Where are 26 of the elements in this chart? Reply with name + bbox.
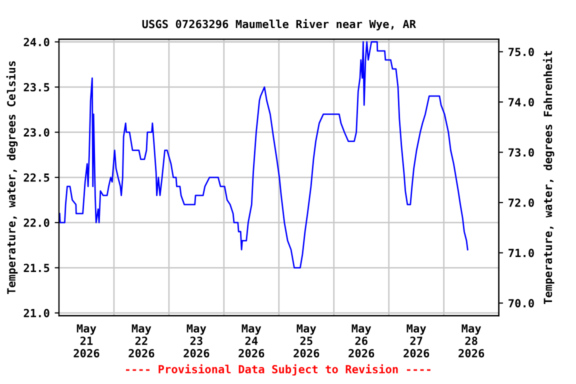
y-axis-title: Temperature, water, degrees Celsius: [6, 61, 18, 294]
y2-tick-label: 74.0: [508, 98, 534, 106]
x-tick-label: May 26 2026: [348, 324, 374, 358]
y-tick-label: 22.5: [24, 173, 50, 182]
y2-tick-label: 73.0: [508, 148, 534, 157]
x-tick-label: May 23 2026: [184, 324, 210, 358]
chart-title: USGS 07263296 Maumelle River near Wye, AR: [142, 19, 416, 30]
x-tick-label: May 25 2026: [294, 324, 320, 358]
y-tick-label: 22.0: [24, 218, 50, 227]
y-tick-label: 23.0: [24, 128, 50, 137]
x-tick-label: May 22 2026: [128, 324, 154, 358]
y2-tick-label: 72.0: [508, 198, 534, 207]
y2-tick-label: 75.0: [508, 48, 534, 56]
x-tick-label: May 27 2026: [404, 324, 430, 358]
text: ---- Provisional Data Subject to Revision ----: [126, 364, 430, 376]
y-tick-label: 23.5: [24, 83, 50, 92]
y2-axis-title: Temperature, water, degrees Fahrenheit: [542, 51, 554, 304]
x-tick-label: May 24 2026: [238, 324, 264, 358]
x-tick-label: May 28 2026: [458, 324, 484, 358]
y-tick-label: 21.0: [24, 308, 50, 318]
y2-tick-label: 70.0: [508, 299, 534, 308]
y-tick-label: 24.0: [24, 38, 50, 46]
line-series: [58, 41, 468, 268]
y2-tick-label: 71.0: [508, 248, 534, 258]
x-tick-label: May 21 2026: [74, 324, 100, 358]
y-tick-label: 21.5: [24, 264, 50, 272]
